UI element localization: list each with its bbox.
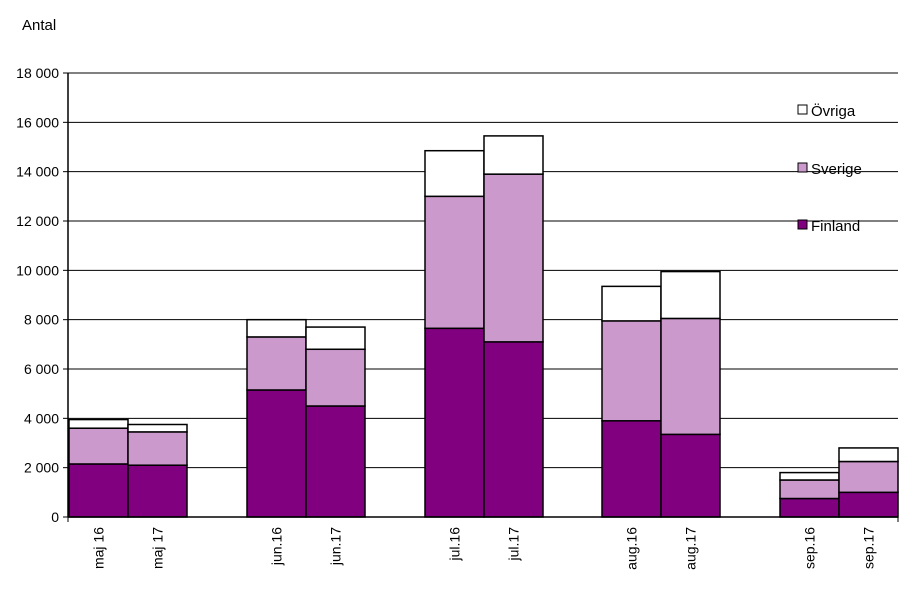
legend-label: Övriga bbox=[811, 102, 856, 120]
legend: Övriga Sverige Finland bbox=[797, 102, 862, 235]
legend-swatch bbox=[797, 162, 808, 173]
bar-segment-sverige bbox=[424, 195, 485, 330]
x-tick-label: sep.17 bbox=[861, 527, 877, 569]
bar-segment-sverige bbox=[660, 317, 721, 436]
y-tick-label: 10 000 bbox=[16, 262, 59, 278]
bar-segment-sverige bbox=[305, 348, 366, 407]
x-tick-label: jul.16 bbox=[447, 527, 463, 562]
bar-segment-sverige bbox=[779, 479, 840, 500]
x-tick-label: sep.16 bbox=[802, 527, 818, 569]
bar-segment-finland bbox=[305, 405, 366, 518]
x-tick-label: aug.17 bbox=[683, 527, 699, 570]
x-tick-label: maj 17 bbox=[150, 527, 166, 569]
y-tick-label: 14 000 bbox=[16, 164, 59, 180]
bar-segment-finland bbox=[424, 327, 485, 518]
x-tick-labels: maj 16 maj 17 jun.16 jun.17 jul.16 jul.17 aug.… bbox=[91, 527, 877, 570]
bar-segment-övriga bbox=[68, 418, 129, 429]
x-tick-label: jun.16 bbox=[269, 527, 285, 566]
x-tick-label: aug.16 bbox=[624, 527, 640, 570]
y-tick-label: 0 bbox=[51, 509, 59, 525]
bar-segment-finland bbox=[68, 463, 129, 518]
bar-segment-övriga bbox=[838, 447, 899, 463]
legend-label: Finland bbox=[811, 218, 860, 235]
y-tick-label: 16 000 bbox=[16, 114, 59, 130]
bar-segment-sverige bbox=[601, 320, 662, 422]
y-tick-label: 6 000 bbox=[24, 361, 59, 377]
bar-segment-finland bbox=[838, 491, 899, 518]
bar-segment-finland bbox=[601, 420, 662, 518]
bar-segment-finland bbox=[660, 433, 721, 518]
bar-segment-finland bbox=[127, 464, 188, 518]
bar-segment-sverige bbox=[246, 336, 307, 391]
y-tick-label: 4 000 bbox=[24, 410, 59, 426]
bar-segment-sverige bbox=[838, 460, 899, 494]
y-tick-labels: 0 2 000 4 000 6 000 8 000 10 000 12 000 14 000 1… bbox=[16, 65, 59, 525]
bar-segment-övriga bbox=[127, 423, 188, 433]
legend-label: Sverige bbox=[811, 161, 862, 178]
bar-segment-finland bbox=[246, 389, 307, 518]
bar-segment-finland bbox=[779, 497, 840, 518]
x-tick-label: jun.17 bbox=[328, 527, 344, 566]
bar-segment-övriga bbox=[305, 326, 366, 351]
legend-swatch bbox=[797, 219, 808, 230]
y-tick-label: 12 000 bbox=[16, 213, 59, 229]
bar-segment-sverige bbox=[127, 431, 188, 466]
bar-segment-finland bbox=[483, 341, 544, 518]
bar-segment-övriga bbox=[424, 149, 485, 198]
bar-segment-övriga bbox=[246, 318, 307, 338]
bar-segment-övriga bbox=[483, 135, 544, 175]
bar-segment-övriga bbox=[779, 471, 840, 481]
bar-segment-sverige bbox=[483, 173, 544, 343]
x-tick-label: maj 16 bbox=[91, 527, 107, 569]
axes bbox=[63, 72, 899, 522]
x-tick-label: jul.17 bbox=[506, 527, 522, 562]
bars bbox=[68, 135, 899, 518]
y-tick-label: 2 000 bbox=[24, 460, 59, 476]
bar-segment-övriga bbox=[660, 270, 721, 320]
y-tick-label: 8 000 bbox=[24, 312, 59, 328]
bar-segment-sverige bbox=[68, 427, 129, 465]
y-axis-label: Antal bbox=[22, 17, 56, 34]
legend-swatch bbox=[797, 104, 808, 115]
bar-segment-övriga bbox=[601, 285, 662, 322]
y-tick-label: 18 000 bbox=[16, 65, 59, 81]
